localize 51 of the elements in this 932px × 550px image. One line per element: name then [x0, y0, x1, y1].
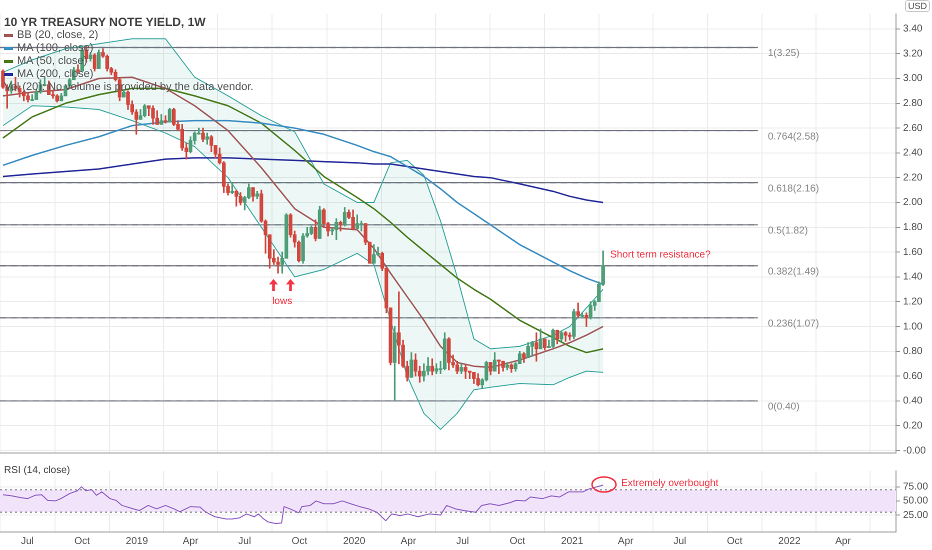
ref-line-label: 0(0.40) [768, 402, 800, 413]
annotation: lows [272, 296, 292, 307]
y-tick-label: 1.80 [903, 222, 923, 234]
y-tick-label: 2.20 [903, 172, 923, 184]
y-tick-label: 50.00 [903, 496, 928, 507]
x-tick-label: Jul [20, 536, 34, 547]
y-tick-label: 3.40 [903, 24, 923, 35]
y-tick-label: 0.40 [903, 396, 923, 407]
x-tick-label: Oct [292, 536, 308, 547]
ref-line-label: 1(3.25) [768, 48, 800, 60]
y-tick-label: 2.80 [903, 98, 923, 110]
x-tick-label: 2021 [561, 536, 584, 547]
y-tick-label: 1.00 [903, 321, 923, 332]
y-axis-title: USD [904, 0, 930, 12]
y-tick-label: 0.20 [903, 420, 923, 432]
ref-line-label: 0.382(1.49) [768, 266, 820, 278]
y-tick-label: 0.60 [903, 370, 923, 382]
legend-label: BB (20, close, 2) [17, 29, 98, 42]
x-tick-label: Apr [182, 536, 199, 547]
x-tick-label: Apr [835, 536, 852, 547]
x-tick-label: Jul [238, 536, 252, 547]
ref-line-label: 0.236(1.07) [768, 318, 820, 330]
y-tick-label: 1.40 [903, 272, 923, 283]
y-tick-label: 1.20 [903, 296, 923, 308]
x-tick-label: Oct [510, 536, 526, 547]
ref-line-label: 0.764(2.58) [768, 131, 820, 142]
x-tick-label: Apr [618, 536, 634, 547]
annotation: Short term resistance? [610, 250, 712, 261]
x-tick-label: Oct [74, 536, 90, 547]
x-tick-label: 2019 [126, 536, 148, 547]
y-tick-label: 0.80 [903, 346, 923, 358]
chart-title: RSI (14, close) [4, 464, 70, 477]
x-tick-label: 2022 [778, 536, 801, 547]
chart-title: 10 YR TREASURY NOTE YIELD, 1W [4, 15, 206, 29]
y-tick-label: 3.20 [903, 48, 923, 60]
ref-line-label: 0.5(1.82) [768, 226, 808, 237]
y-tick-label: 2.60 [903, 122, 923, 134]
annotation: Extremely overbought [621, 478, 719, 489]
y-tick-label: -0.00 [903, 445, 926, 456]
x-tick-label: Jul [456, 536, 469, 547]
y-tick-label: 75.00 [903, 482, 928, 493]
y-tick-label: 2.40 [903, 148, 923, 159]
y-tick-label: 3.00 [903, 73, 923, 84]
y-tick-label: 1.60 [903, 246, 923, 258]
x-tick-label: Apr [400, 536, 417, 547]
y-tick-label: 25.00 [903, 510, 928, 521]
x-tick-label: 2020 [343, 536, 366, 547]
y-tick-label: 2.00 [903, 197, 923, 208]
x-tick-label: Oct [726, 536, 743, 547]
x-tick-label: Jul [673, 536, 686, 547]
ref-line-label: 0.618(2.16) [768, 183, 820, 194]
